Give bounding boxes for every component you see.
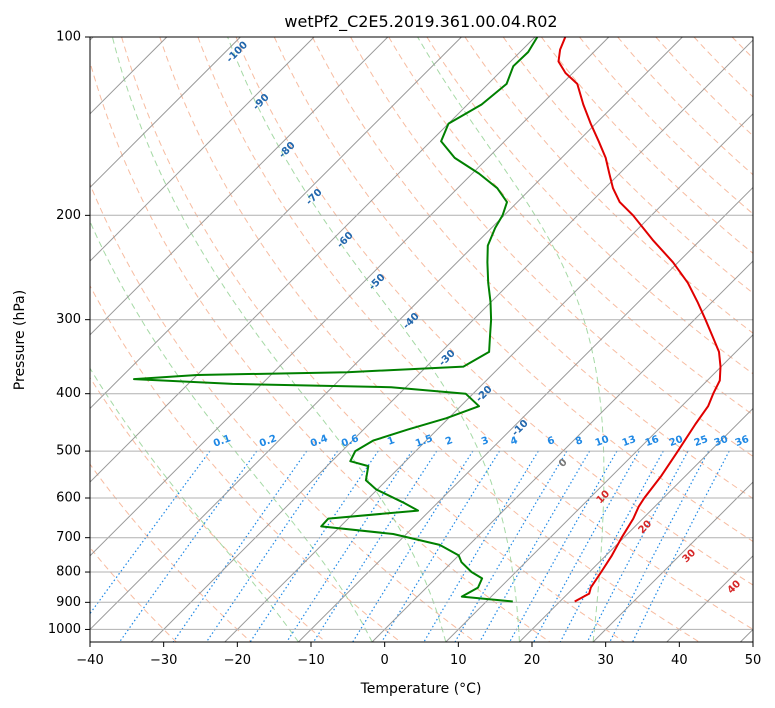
y-axis-label: Pressure (hPa) — [12, 290, 28, 390]
sounding-series — [133, 37, 722, 603]
dry-adiabat — [159, 37, 700, 642]
mixing-ratio-label: 25 — [693, 434, 710, 449]
chart-title: wetPf2_C2E5.2019.361.00.04.R02 — [284, 12, 557, 32]
mixing-ratio-line — [479, 450, 591, 642]
mixing-ratio-line — [119, 450, 258, 642]
isotherm-line — [90, 37, 389, 336]
y-tick-label: 300 — [56, 312, 81, 327]
dry-adiabat — [197, 37, 753, 630]
isotherm-line — [445, 334, 753, 642]
mixing-ratio-label: 16 — [644, 434, 661, 449]
isotherm-line — [592, 481, 753, 642]
dry-adiabat — [90, 376, 327, 642]
x-tick-label: 50 — [745, 653, 762, 668]
dewpoint-line — [133, 37, 539, 603]
mixing-ratio-line — [509, 450, 618, 642]
isotherm-line — [150, 39, 753, 642]
x-tick-label: −20 — [224, 653, 251, 668]
mixing-ratio-label: 10 — [594, 434, 611, 449]
mixing-ratio-label: 1 — [386, 435, 396, 448]
y-tick-label: 900 — [56, 595, 81, 610]
y-tick-label: 600 — [56, 491, 81, 506]
y-tick-label: 1000 — [48, 622, 81, 637]
background-lines — [90, 37, 753, 642]
isotherm-line — [90, 37, 462, 410]
isotherm-line — [298, 186, 753, 642]
x-tick-label: 40 — [671, 653, 688, 668]
x-tick-label: −40 — [76, 653, 103, 668]
x-axis-ticks: −40 −30 −20 −10 0 10 20 30 40 50 — [76, 642, 761, 668]
mixing-ratio-line — [352, 450, 474, 642]
y-tick-label: 100 — [56, 30, 81, 45]
temperature-line — [557, 37, 722, 603]
isotherm-line — [90, 37, 241, 189]
x-tick-label: 30 — [597, 653, 614, 668]
dry-adiabat — [90, 284, 401, 642]
moist-adiabat — [90, 220, 373, 642]
y-tick-label: 200 — [56, 208, 81, 223]
plot-area — [90, 37, 753, 642]
mixing-ratio-label: 6 — [546, 435, 556, 448]
x-tick-label: 20 — [524, 653, 541, 668]
y-tick-label: 400 — [56, 386, 81, 401]
plot-frame — [89, 36, 754, 643]
dry-adiabat — [90, 60, 551, 642]
x-tick-label: 10 — [450, 653, 467, 668]
y-axis-ticks: 100 200 300 400 500 600 700 800 900 1000 — [48, 30, 90, 637]
dry-adiabat — [388, 37, 753, 416]
isotherm-line — [90, 37, 683, 631]
mixing-ratio-label: 36 — [734, 434, 751, 449]
mixing-ratio-label: 30 — [713, 434, 730, 449]
moist-adiabat — [417, 37, 605, 642]
dry-adiabat — [541, 37, 753, 254]
dry-adiabat — [235, 37, 753, 586]
mixing-ratio-label: 4 — [509, 435, 519, 448]
isotherm-line — [371, 260, 753, 642]
y-tick-label: 700 — [56, 530, 81, 545]
dry-adiabat — [311, 37, 753, 500]
x-axis-label: Temperature (°C) — [360, 681, 482, 697]
mixing-ratio-line — [586, 450, 689, 642]
mixing-ratio-line — [559, 450, 664, 642]
mixing-ratio-line — [381, 450, 501, 642]
isotherm-line — [90, 37, 315, 262]
moist-adiabat — [227, 37, 520, 642]
x-tick-label: −30 — [150, 653, 177, 668]
mixing-ratio-label: 8 — [574, 435, 584, 448]
mixing-ratio-label: 20 — [668, 434, 685, 449]
isotherm-line — [90, 37, 610, 557]
dry-adiabat — [426, 37, 753, 375]
mixing-ratio-label: 3 — [480, 435, 490, 448]
x-tick-label: 0 — [381, 653, 389, 668]
mixing-ratio-line — [172, 450, 308, 642]
mixing-ratio-label: 2 — [444, 435, 454, 448]
y-tick-label: 500 — [56, 444, 81, 459]
x-tick-label: −10 — [297, 653, 324, 668]
y-tick-label: 800 — [56, 565, 81, 580]
isotherm-line — [224, 113, 753, 642]
mixing-ratio-line — [609, 450, 710, 642]
dry-adiabat — [90, 463, 252, 642]
mixing-ratio-line — [533, 450, 640, 642]
mixing-ratio-label: 13 — [621, 434, 638, 449]
dry-adiabat — [121, 37, 625, 642]
mixing-ratio-line — [454, 450, 568, 642]
mixing-ratio-line — [423, 450, 539, 642]
mixing-ratio-line — [205, 450, 338, 642]
dry-adiabat — [579, 37, 753, 215]
isotherm-line — [90, 37, 536, 483]
